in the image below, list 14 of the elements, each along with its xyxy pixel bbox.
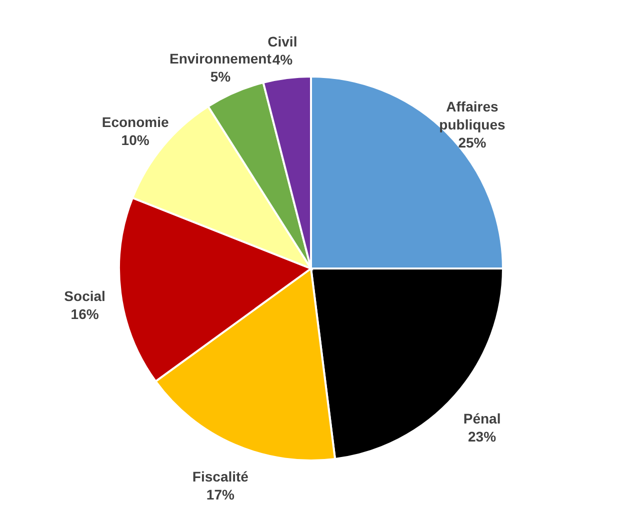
data-label: 4%: [272, 51, 294, 68]
data-label: 16%: [70, 306, 100, 322]
slice-label: Social: [64, 288, 106, 304]
slice-label: Fiscalité: [192, 468, 249, 485]
data-label: 17%: [206, 486, 236, 503]
slice-label: Economie: [102, 114, 169, 130]
slice-label: Pénal: [463, 410, 501, 426]
data-label: 5%: [210, 68, 232, 84]
slice-label: Civil: [268, 33, 298, 50]
slice-label: Environnement: [169, 50, 272, 66]
data-label: 25%: [458, 134, 487, 150]
slice-label: Affaires publiques: [439, 98, 506, 132]
data-label: 23%: [468, 428, 497, 444]
data-label: 10%: [121, 132, 150, 148]
